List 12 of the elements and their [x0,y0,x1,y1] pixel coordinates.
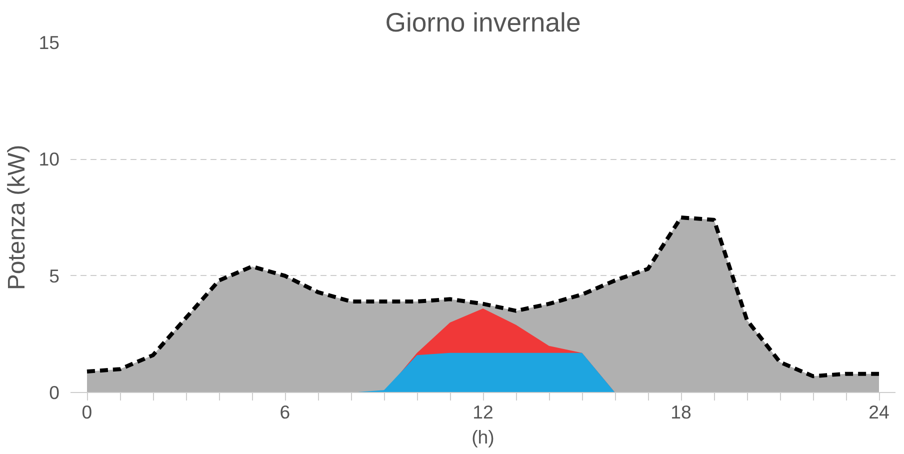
y-tick-label: 10 [38,148,60,170]
x-tick-label: 24 [868,402,890,422]
y-tick-label: 15 [38,32,60,53]
x-tick-label: 0 [82,402,92,422]
chart-title: Giorno invernale [385,8,581,38]
y-axis-title: Potenza (kW) [4,144,31,290]
y-tick-label: 5 [49,265,60,286]
x-tick-label: 18 [670,402,692,422]
x-tick-label: 6 [280,402,290,422]
x-axis-title: (h) [472,426,494,448]
y-tick-label: 0 [49,382,60,403]
x-tick-label: 12 [472,402,494,422]
